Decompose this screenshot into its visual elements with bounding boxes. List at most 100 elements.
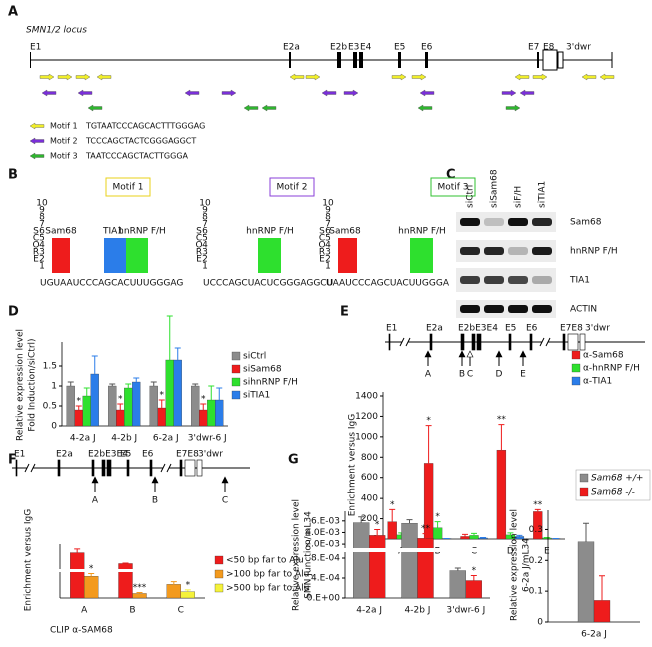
score-letter: R: [33, 248, 39, 258]
exon-label: E2a: [283, 43, 300, 53]
blot-band: [532, 218, 552, 226]
legend-swatch: [231, 377, 241, 387]
score-letter: O: [195, 241, 202, 251]
significance: *: [77, 397, 82, 407]
score-letter: E: [33, 255, 39, 265]
error-bar: [174, 347, 181, 360]
score-tick: 3: [39, 248, 45, 258]
exon: [179, 459, 183, 477]
motif3-site: [261, 104, 277, 112]
exon-label: E2bE3E4: [88, 450, 128, 460]
line-break: [402, 339, 408, 345]
exon-e8: [542, 49, 558, 71]
break-mark: [166, 463, 172, 473]
motif2-site: [501, 89, 517, 97]
error-bar: [125, 383, 132, 388]
legend-swatch: [579, 473, 589, 483]
y-tick-label: 6.E-03: [311, 516, 340, 526]
exon-label: E2a: [56, 450, 73, 460]
exon-label: E7E8: [176, 450, 199, 460]
panel-label: G: [288, 453, 299, 468]
error-bar: [454, 567, 461, 571]
significance: *: [201, 395, 206, 405]
score-tick: 5: [39, 234, 45, 244]
motif1-site: [289, 73, 305, 81]
bar: [166, 584, 181, 599]
bar-label: hnRNP F/H: [246, 227, 294, 237]
score-tick: 10: [36, 199, 48, 209]
exon: [529, 333, 533, 351]
score-letter: C: [319, 234, 325, 244]
x-tick-label: E: [544, 547, 550, 557]
bar: [577, 541, 595, 623]
bar: [401, 522, 418, 599]
significance: **: [421, 524, 431, 534]
y-axis-label: Fold Induction/siCtrl): [28, 338, 38, 431]
legend-swatch: [231, 364, 241, 374]
exon: [353, 52, 357, 68]
score-tick: 4: [39, 241, 45, 251]
motif2-site: [419, 89, 435, 97]
y-tick-label: 400: [361, 494, 378, 504]
lane-label: siTIA1: [538, 181, 548, 208]
exon: [537, 52, 539, 68]
bar-label: hnRNP F/H: [398, 227, 446, 237]
motif-name: Motif 1: [50, 122, 78, 131]
y-tick-label: 2.0E-03: [305, 540, 340, 550]
score-letter: O: [318, 241, 325, 251]
blot-band: [484, 218, 504, 226]
y-axis-label: Relative expression level: [510, 509, 520, 621]
bar: [496, 449, 507, 540]
error-bar: [109, 383, 116, 386]
error-bar: [184, 589, 191, 592]
blot-band: [460, 276, 480, 284]
bar: [449, 570, 466, 599]
site-label: A: [92, 496, 99, 506]
exon-label: E1: [30, 43, 41, 53]
y-tick-label: 1200: [355, 412, 378, 422]
bar: [149, 385, 158, 427]
error-bar: [216, 387, 223, 400]
bar: [124, 387, 133, 427]
site-label: B: [152, 496, 158, 506]
blot-band: [532, 276, 552, 284]
error-bar: [434, 521, 441, 528]
score-tick: 9: [39, 206, 45, 216]
blot-band: [484, 305, 504, 313]
error-bar: [67, 381, 74, 386]
y-axis-label: Relative expression level: [16, 329, 26, 441]
exon: [15, 459, 18, 477]
motif1-site: [305, 73, 321, 81]
x-tick-label: B: [129, 606, 135, 616]
exon: [359, 52, 363, 68]
lane-label: siF/H: [514, 186, 524, 208]
significance: *: [186, 580, 191, 590]
site-label: C: [222, 496, 228, 506]
legend-arrow: [29, 122, 45, 130]
error-bar: [422, 533, 429, 539]
exon: [30, 52, 31, 68]
exon: [579, 333, 586, 351]
error-bar: [374, 529, 381, 536]
site-label: C: [467, 370, 473, 380]
motif1-site: [96, 73, 112, 81]
error-bar: [88, 572, 95, 577]
motif3-site: [87, 104, 103, 112]
score-tick: 1: [39, 262, 45, 272]
line-break: [542, 339, 548, 345]
legend-frame: [575, 469, 651, 501]
motif1-site: [514, 73, 530, 81]
motif1-site: [75, 73, 91, 81]
arrow-head: [91, 476, 99, 484]
score-tick: 3: [202, 248, 208, 258]
y-tick-label: 4.0E-03: [305, 528, 340, 538]
score-tick: 6: [325, 227, 331, 237]
motif2-site: [184, 89, 200, 97]
exon-label: E8: [543, 43, 555, 53]
bar: [165, 359, 174, 427]
bar: [173, 359, 182, 427]
legend-arrow: [29, 152, 45, 160]
error-bar: [83, 387, 90, 396]
error-bar: [425, 425, 432, 464]
